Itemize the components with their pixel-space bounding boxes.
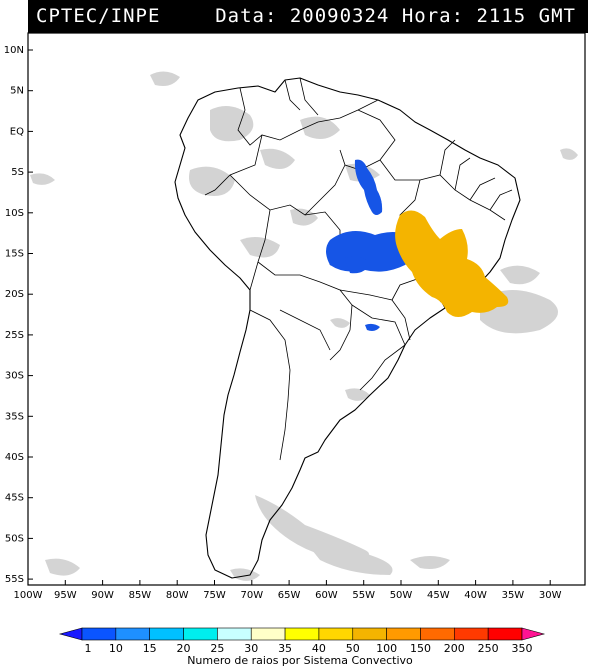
latitude-axis: 10N 5N EQ 5S 10S 15S 20S 25S 30S 35S 40S 45S 50S 55S [4, 45, 33, 585]
lat-tick-label: 25S [5, 330, 24, 341]
source-label: CPTEC/INPE [36, 5, 161, 27]
lon-tick-label: 90W [91, 590, 114, 601]
colorbar-label: 250 [478, 642, 499, 655]
colorbar-label: 100 [376, 642, 397, 655]
colorbar-cell [386, 627, 421, 641]
lon-tick-label: 75W [203, 590, 226, 601]
colorbar-label: 200 [444, 642, 465, 655]
lightning-low-cluster [326, 159, 448, 331]
lat-tick-label: 35S [5, 411, 24, 422]
colorbar-cell [183, 627, 218, 641]
colorbar-cell [115, 627, 150, 641]
lon-tick-label: 55W [352, 590, 375, 601]
lon-tick-label: 85W [129, 590, 152, 601]
colorbar-cell [352, 627, 387, 641]
lon-tick-label: 100W [14, 590, 43, 601]
lat-tick-label: 5S [11, 167, 24, 178]
colorbar-label: 350 [512, 642, 533, 655]
lat-tick-label: 10S [5, 208, 24, 219]
colorbar-cell [487, 627, 523, 641]
lon-tick-label: 65W [278, 590, 301, 601]
lon-tick-label: 50W [390, 590, 413, 601]
colorbar-cells [58, 627, 546, 641]
colorbar-label: 35 [278, 642, 292, 655]
lon-tick-label: 35W [502, 590, 525, 601]
lon-tick-label: 40W [464, 590, 487, 601]
colorbar-label: 40 [312, 642, 326, 655]
colorbar-label: 10 [109, 642, 123, 655]
country-borders [204, 77, 513, 461]
colorbar-labels: 1 10 15 20 25 30 35 40 50 100 150 200 250 350 [85, 642, 533, 655]
colorbar-label: 15 [143, 642, 157, 655]
lat-tick-label: 50S [5, 533, 24, 544]
colorbar-label: 50 [346, 642, 360, 655]
lightning-map: 10N5NEQ5S10S15S20S25S30S35S40S45S50S55S … [4, 32, 586, 601]
colorbar-label: 20 [177, 642, 191, 655]
colorbar-arrow-left [58, 627, 83, 641]
lat-tick-label: 15S [5, 249, 24, 260]
lat-tick-label: 10N [4, 45, 24, 56]
lat-tick-label: 5N [10, 86, 24, 97]
colorbar-label: 30 [244, 642, 258, 655]
date-value: 20090324 [289, 5, 390, 27]
lightning-high-cluster [395, 210, 509, 317]
colorbar-title: Numero de raios por Sistema Convectivo [187, 654, 413, 667]
longitude-axis: 100W 95W 90W 85W 80W 75W 70W 65W 60W 55W 50W 45W 40W… [14, 580, 562, 601]
colorbar-cell [217, 627, 252, 641]
colorbar-cell [420, 627, 455, 641]
lon-tick-label: 80W [166, 590, 189, 601]
lat-tick-label: EQ [10, 126, 24, 137]
colorbar-cell [149, 627, 184, 641]
colorbar-cell [250, 627, 286, 641]
colorbar-cell [284, 627, 320, 641]
lon-tick-label: 45W [427, 590, 450, 601]
lon-tick-label: 70W [240, 590, 263, 601]
datetime-label: Data: 20090324 Hora: 2115 GMT [215, 5, 576, 27]
map-header: CPTEC/INPE Data: 20090324 Hora: 2115 GMT [28, 0, 588, 33]
lat-tick-label: 40S [5, 452, 24, 463]
lat-tick-label: 55S [5, 574, 24, 585]
colorbar: 1 10 15 20 25 30 35 40 50 100 150 200 250 350 Numero … [58, 627, 546, 667]
date-label: Data: [215, 5, 278, 27]
lon-tick-label: 95W [54, 590, 77, 601]
colorbar-label: 1 [85, 642, 92, 655]
time-label: Hora: [401, 5, 465, 27]
lat-tick-label: 45S [5, 493, 24, 504]
colorbar-cell [318, 627, 354, 641]
colorbar-arrow-right [521, 627, 546, 641]
time-value: 2115 GMT [476, 5, 576, 27]
lat-tick-label: 30S [5, 371, 24, 382]
lon-tick-label: 60W [315, 590, 338, 601]
lat-tick-label: 20S [5, 289, 24, 300]
colorbar-cell [81, 627, 117, 641]
colorbar-cell [454, 627, 489, 641]
lon-tick-label: 30W [539, 590, 562, 601]
colorbar-label: 150 [410, 642, 431, 655]
colorbar-label: 25 [210, 642, 224, 655]
